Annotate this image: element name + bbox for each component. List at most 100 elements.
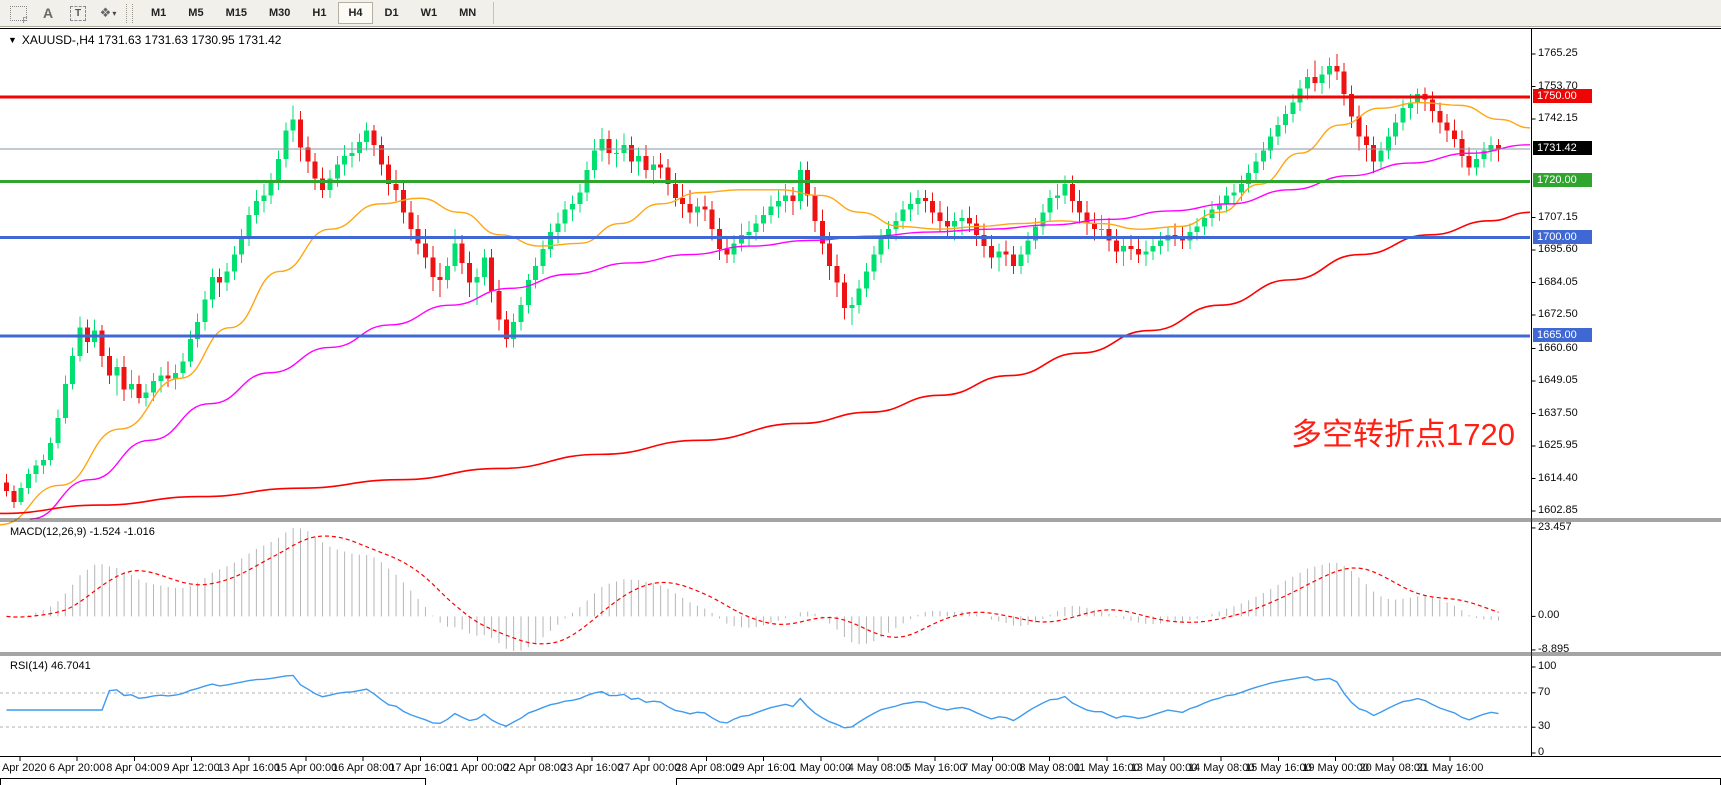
- candle-body: [569, 203, 575, 210]
- candle-body: [1363, 136, 1369, 145]
- candle-body: [261, 195, 267, 202]
- candle-body: [1040, 212, 1046, 227]
- candle-body: [555, 223, 561, 233]
- candle-body: [239, 237, 245, 255]
- letter-a-icon[interactable]: A: [42, 5, 54, 21]
- diamond-arrows-icon[interactable]: ❖ ▾: [99, 5, 117, 20]
- candle-body: [900, 209, 906, 221]
- time-axis-label: 9 Apr 12:00: [163, 762, 220, 774]
- candle-body: [922, 198, 928, 202]
- chart-window: ▼ XAUUSD-,H4 1731.63 1731.63 1730.95 1731…: [0, 28, 1721, 785]
- timeframe-m15[interactable]: M15: [225, 7, 247, 19]
- candle-body: [577, 192, 583, 204]
- symbol-dropdown-icon[interactable]: ▼: [8, 35, 17, 45]
- candle-body: [1437, 110, 1443, 123]
- candle-body: [327, 178, 333, 190]
- time-axis-label: 3 Apr 2020: [0, 762, 47, 774]
- candle-body: [173, 372, 179, 379]
- price-level-label-support-1665[interactable]: 1665.00: [1533, 328, 1592, 343]
- price-level-label-resistance-1750[interactable]: 1750.00: [1533, 88, 1592, 103]
- time-axis-label: 19 May 00:00: [1302, 762, 1369, 774]
- candle-body: [4, 482, 9, 491]
- time-axis-label: 1 May 00:00: [790, 762, 852, 774]
- candle-body: [680, 198, 686, 204]
- chart-canvas[interactable]: [0, 28, 1721, 785]
- candle-body: [944, 220, 950, 227]
- candle-body: [672, 184, 678, 199]
- candle-body: [1319, 74, 1325, 83]
- pivot-annotation[interactable]: 多空转折点1720: [1291, 417, 1515, 452]
- candle-body: [290, 119, 296, 131]
- candle-body: [474, 277, 480, 283]
- candle-body: [378, 144, 384, 165]
- background-window-edge[interactable]: [676, 778, 1721, 785]
- candle-body: [489, 257, 495, 292]
- timeframe-h4[interactable]: H4: [338, 2, 373, 24]
- candle-body: [592, 150, 597, 171]
- chart-title: ▼ XAUUSD-,H4 1731.63 1731.63 1730.95 1731…: [8, 33, 282, 47]
- timeframe-mn[interactable]: MN: [459, 7, 477, 19]
- candle-body: [40, 460, 46, 466]
- candle-body: [1290, 102, 1296, 114]
- candle-body: [1459, 139, 1465, 157]
- candle-body: [70, 355, 76, 385]
- price-axis-tick: 1742.15: [1538, 112, 1578, 125]
- dropdown-caret-icon[interactable]: ▾: [112, 8, 117, 18]
- timeframe-d1[interactable]: D1: [384, 7, 399, 19]
- candle-body: [121, 367, 127, 390]
- candle-body: [55, 417, 61, 444]
- candle-body: [106, 355, 112, 376]
- price-level-label-pivot-1720[interactable]: 1720.00: [1533, 173, 1592, 188]
- candle-body: [988, 246, 994, 258]
- candle-body: [959, 217, 965, 221]
- candle-body: [209, 277, 215, 300]
- candle-body: [665, 167, 671, 185]
- toolbar-grip[interactable]: [126, 3, 133, 23]
- candle-body: [878, 237, 884, 255]
- candle-body: [1069, 184, 1075, 202]
- candle-body: [1216, 203, 1222, 210]
- timeframe-w1[interactable]: W1: [420, 7, 438, 19]
- candle-body: [1062, 184, 1068, 196]
- time-axis-label: 28 Apr 08:00: [675, 762, 738, 774]
- timeframe-m30[interactable]: M30: [268, 7, 291, 19]
- background-window-edge[interactable]: [0, 778, 426, 785]
- candle-body: [1260, 150, 1266, 162]
- candle-body: [812, 195, 818, 221]
- candle-body: [643, 156, 649, 171]
- candle-body: [996, 251, 1002, 258]
- candle-body: [1407, 102, 1413, 109]
- candle-body: [1429, 99, 1435, 111]
- timeframe-h1[interactable]: H1: [312, 7, 327, 19]
- candle-body: [547, 232, 553, 249]
- time-axis-label: 7 May 00:00: [962, 762, 1023, 774]
- candle-body: [1474, 158, 1479, 168]
- candle-body: [1194, 226, 1200, 233]
- candle-body: [1106, 229, 1112, 241]
- candle-body: [1091, 223, 1097, 230]
- price-level-label-support-1700[interactable]: 1700.00: [1533, 229, 1592, 244]
- candle-body: [62, 384, 68, 418]
- candle-body: [658, 164, 664, 168]
- timeframe-m1[interactable]: M1: [151, 7, 167, 19]
- price-level-label-current-price[interactable]: 1731.42: [1533, 141, 1592, 156]
- time-axis-label: 29 Apr 16:00: [732, 762, 795, 774]
- timeframe-m5[interactable]: M5: [188, 7, 204, 19]
- f-grid-icon[interactable]: [6, 2, 30, 25]
- time-axis-label: 8 Apr 04:00: [106, 762, 163, 774]
- text-label-icon[interactable]: T: [66, 2, 90, 24]
- candle-body: [128, 384, 134, 390]
- candle-body: [533, 265, 539, 280]
- candle-body: [893, 220, 899, 230]
- candle-body: [136, 384, 142, 399]
- candle-body: [386, 164, 392, 185]
- candle-body: [937, 212, 943, 221]
- time-axis-label: 23 Apr 16:00: [560, 762, 624, 774]
- candle-body: [195, 322, 201, 339]
- candle-body: [908, 203, 914, 210]
- candle-body: [930, 201, 936, 213]
- candle-body: [312, 161, 318, 179]
- candle-body: [871, 254, 877, 272]
- candle-body: [298, 119, 303, 148]
